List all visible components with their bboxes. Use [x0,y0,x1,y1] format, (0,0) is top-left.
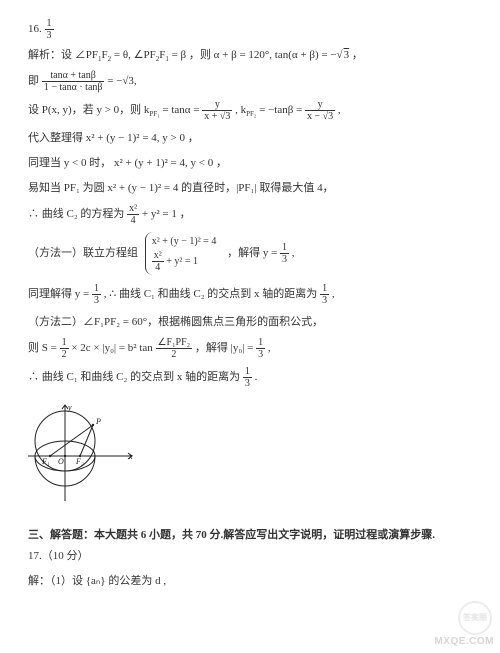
q16-label: 16. [28,23,42,35]
diagram-label-F2: F₂ [75,457,84,466]
q16-answer-frac: 1 3 [45,18,54,41]
q17-label: 17.（10 分） [28,546,472,567]
watermark-site: MXQE.COM [434,632,494,651]
watermark-seal-icon: 答案圈 [458,601,492,635]
equation-system: x² + (y − 1)² = 4 x²4 + y² = 1 [145,232,221,275]
q16-line2: 即 tanα + tanβ 1 − tanα · tanβ = −√3, [28,70,472,93]
tan-sum-fraction: tanα + tanβ 1 − tanα · tanβ [42,70,105,93]
diagram-label-y: y [67,403,72,412]
geometry-diagram: y x O P F₁ F₂ [28,401,138,501]
q16-line6: 易知当 PF₁ 为圆 x² + (y − 1)² = 4 的直径时，|PF₁| … [28,178,472,199]
q16-line4: 代入整理得 x² + (y − 1)² = 4, y > 0 ， [28,128,472,149]
q16-line3: 设 P(x, y)，若 y > 0，则 kPF₁ = tanα = yx + √… [28,99,472,122]
q17-line1: 解：（1）设 {aₙ} 的公差为 d , [28,571,472,592]
q16-line1: 解析：设 ∠PF1F2 = θ, ∠PF2F1 = β ，则 α + β = 1… [28,45,472,66]
q16-method2: （方法二）∠F₁PF₂ = 60°，根据椭圆焦点三角形的面积公式， [28,312,472,333]
diagram-label-P: P [95,417,101,426]
q16-line11: 则 S = 12 × 2c × |y₀| = b² tan ∠F₁PF₂2 ，解… [28,337,472,360]
q16-line12: ∴ 曲线 C₁ 和曲线 C₂ 的交点到 x 轴的距离为 13 . [28,366,472,389]
q16-line7: ∴ 曲线 C₂ 的方程为 x²4 + y² = 1 ， [28,203,472,226]
diagram-label-O: O [58,457,64,466]
q16-method1: （方法一）联立方程组 x² + (y − 1)² = 4 x²4 + y² = … [28,232,472,275]
q16-line5: 同理当 y < 0 时， x² + (y + 1)² = 4, y < 0 ， [28,153,472,174]
q16-line9: 同理解得 y = 13 , ∴ 曲线 C₁ 和曲线 C₂ 的交点到 x 轴的距离… [28,283,472,306]
section3-title: 三、解答题：本大题共 6 小题，共 70 分.解答应写出文字说明，证明过程或演算… [28,525,472,546]
diagram-label-F1: F₁ [41,457,50,466]
q16-answer: 16. 1 3 [28,18,472,41]
diagram-label-x: x [128,452,133,461]
